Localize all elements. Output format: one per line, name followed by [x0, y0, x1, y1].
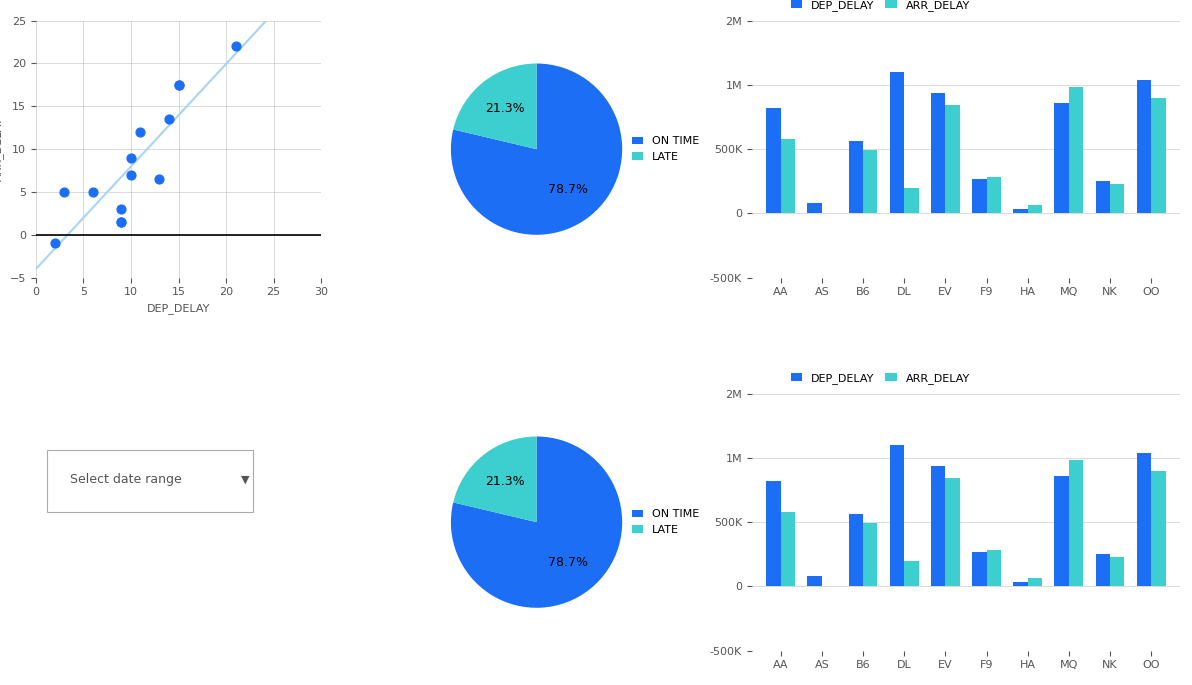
Text: 21.3%: 21.3%	[485, 475, 524, 488]
Bar	[1055, 103, 1069, 214]
Y-axis label: ARR_DELAY: ARR_DELAY	[0, 117, 4, 182]
Bar	[931, 466, 945, 586]
Bar	[807, 203, 821, 214]
Bar	[905, 561, 919, 586]
Point	[45, 238, 64, 249]
Text: 78.7%: 78.7%	[548, 183, 589, 196]
Legend: ON TIME, LATE: ON TIME, LATE	[628, 132, 704, 166]
Text: 21.3%: 21.3%	[485, 102, 524, 115]
Bar	[1095, 182, 1110, 214]
Bar	[781, 512, 795, 586]
Text: Select date range: Select date range	[70, 473, 181, 486]
Bar	[781, 139, 795, 214]
Wedge shape	[453, 436, 536, 522]
Bar	[1095, 554, 1110, 586]
Legend: DEP_DELAY, ARR_DELAY: DEP_DELAY, ARR_DELAY	[787, 369, 974, 388]
Bar	[931, 92, 945, 214]
Bar	[766, 481, 781, 586]
Bar	[1028, 578, 1042, 586]
Wedge shape	[451, 64, 622, 235]
X-axis label: DEP_DELAY: DEP_DELAY	[147, 303, 210, 314]
Bar	[945, 105, 960, 214]
Bar	[1055, 476, 1069, 586]
Bar	[889, 445, 905, 586]
Bar	[1151, 98, 1166, 214]
Bar	[1110, 184, 1124, 214]
Bar	[766, 108, 781, 214]
Text: ▼: ▼	[241, 475, 250, 485]
Bar	[1137, 79, 1151, 214]
Bar	[863, 151, 877, 214]
Point	[169, 79, 188, 90]
Point	[112, 216, 131, 227]
Bar	[973, 551, 987, 586]
Bar	[1013, 209, 1028, 214]
Wedge shape	[453, 64, 536, 149]
Bar	[1151, 471, 1166, 586]
Point	[169, 79, 188, 90]
Point	[226, 41, 246, 52]
Bar	[987, 551, 1001, 586]
Point	[160, 114, 179, 125]
Bar	[987, 177, 1001, 214]
Bar	[1069, 460, 1084, 586]
Bar	[807, 576, 821, 586]
Bar	[1137, 453, 1151, 586]
Bar	[863, 523, 877, 586]
Point	[112, 216, 131, 227]
Point	[122, 152, 141, 163]
Point	[150, 174, 169, 185]
Point	[122, 169, 141, 180]
FancyBboxPatch shape	[48, 450, 253, 512]
Text: 78.7%: 78.7%	[548, 556, 589, 569]
Point	[55, 186, 74, 197]
Bar	[905, 188, 919, 214]
Bar	[945, 478, 960, 586]
Point	[112, 203, 131, 214]
Wedge shape	[451, 436, 622, 608]
Point	[83, 186, 103, 197]
Bar	[1069, 88, 1084, 214]
Bar	[849, 514, 863, 586]
Bar	[973, 179, 987, 214]
Point	[131, 127, 150, 138]
Bar	[889, 72, 905, 214]
Bar	[1110, 557, 1124, 586]
Bar	[1028, 205, 1042, 214]
Legend: DEP_DELAY, ARR_DELAY: DEP_DELAY, ARR_DELAY	[787, 0, 974, 15]
Bar	[1013, 582, 1028, 586]
Legend: ON TIME, LATE: ON TIME, LATE	[628, 505, 704, 539]
Bar	[849, 141, 863, 214]
